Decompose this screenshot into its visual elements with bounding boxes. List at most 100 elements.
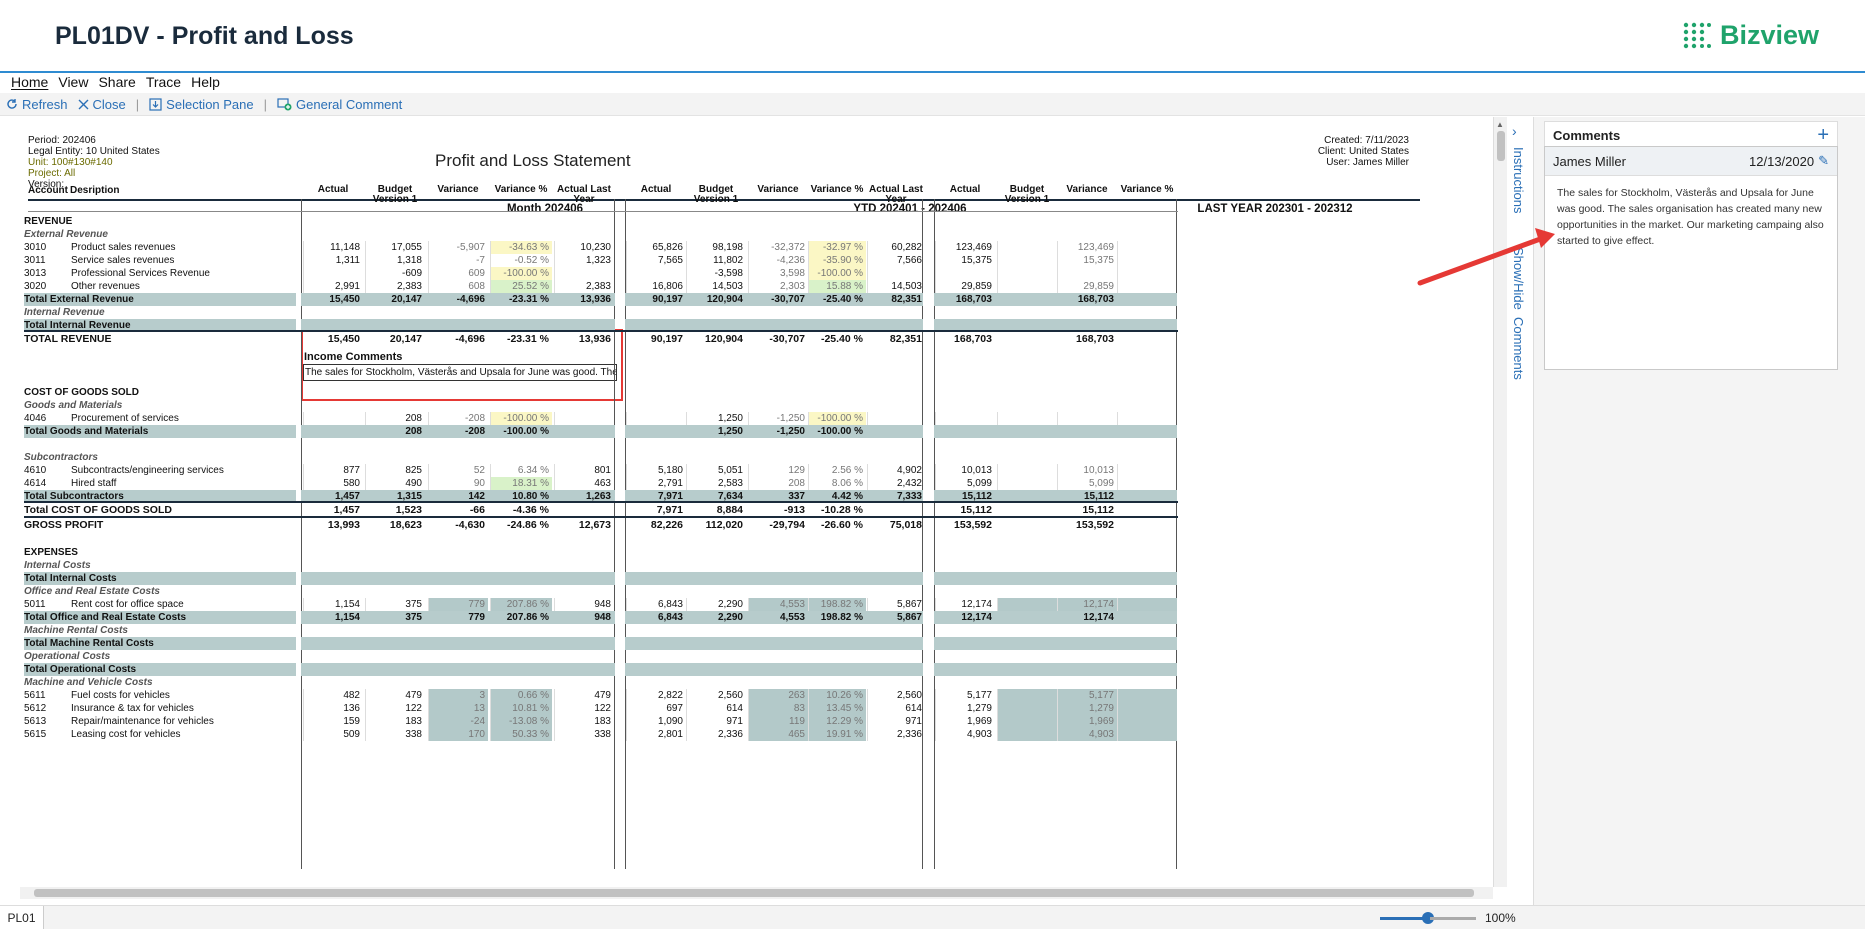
value-cell[interactable]: 12,673 bbox=[578, 519, 611, 531]
value-cell[interactable]: 14,503 bbox=[867, 280, 925, 293]
value-cell[interactable]: 580 bbox=[303, 477, 363, 490]
value-cell[interactable] bbox=[490, 637, 552, 650]
value-cell[interactable]: 12,174 bbox=[1057, 598, 1117, 611]
value-cell[interactable]: 12,174 bbox=[1083, 612, 1114, 623]
value-cell[interactable]: 198.82 % bbox=[820, 612, 863, 623]
value-cell[interactable]: 1,318 bbox=[365, 254, 425, 267]
value-cell[interactable]: 10,013 bbox=[1057, 464, 1117, 477]
value-cell[interactable] bbox=[428, 637, 488, 650]
value-cell[interactable] bbox=[748, 663, 808, 676]
value-cell[interactable]: -29,794 bbox=[769, 519, 805, 531]
value-cell[interactable] bbox=[428, 572, 488, 585]
value-cell[interactable] bbox=[554, 412, 614, 425]
horizontal-scroll-thumb[interactable] bbox=[34, 889, 1474, 897]
value-cell[interactable] bbox=[997, 241, 1057, 254]
value-cell[interactable]: 6.34 % bbox=[490, 464, 552, 477]
value-cell[interactable]: 338 bbox=[365, 728, 425, 741]
value-cell[interactable]: -4,696 bbox=[455, 333, 485, 345]
value-cell[interactable] bbox=[1117, 241, 1177, 254]
value-cell[interactable]: 2.56 % bbox=[808, 464, 866, 477]
value-cell[interactable]: 2,791 bbox=[626, 477, 686, 490]
value-cell[interactable]: -609 bbox=[365, 267, 425, 280]
value-cell[interactable]: -23.31 % bbox=[506, 333, 549, 345]
value-cell[interactable]: 1,250 bbox=[717, 426, 743, 437]
value-cell[interactable]: 120,904 bbox=[706, 294, 743, 305]
value-cell[interactable]: 15,112 bbox=[961, 491, 992, 502]
value-cell[interactable] bbox=[997, 267, 1057, 280]
value-cell[interactable] bbox=[997, 598, 1057, 611]
value-cell[interactable]: 1,969 bbox=[935, 715, 995, 728]
value-cell[interactable]: 52 bbox=[428, 464, 488, 477]
value-cell[interactable] bbox=[303, 425, 363, 438]
value-cell[interactable]: 25.52 % bbox=[490, 280, 552, 293]
value-cell[interactable]: 2,801 bbox=[626, 728, 686, 741]
value-cell[interactable]: 65,826 bbox=[626, 241, 686, 254]
value-cell[interactable] bbox=[935, 425, 995, 438]
value-cell[interactable] bbox=[1117, 293, 1177, 306]
value-cell[interactable]: 1,154 bbox=[334, 612, 360, 623]
value-cell[interactable]: 153,592 bbox=[1076, 519, 1114, 531]
value-cell[interactable]: 3 bbox=[428, 689, 488, 702]
value-cell[interactable]: 15,112 bbox=[960, 504, 992, 516]
zoom-slider[interactable] bbox=[1380, 917, 1430, 920]
value-cell[interactable]: 11,148 bbox=[303, 241, 363, 254]
value-cell[interactable] bbox=[935, 572, 995, 585]
value-cell[interactable]: 83 bbox=[748, 702, 808, 715]
value-cell[interactable]: 122 bbox=[554, 702, 614, 715]
menu-home[interactable]: Home bbox=[11, 74, 49, 90]
value-cell[interactable]: 2,336 bbox=[686, 728, 746, 741]
value-cell[interactable] bbox=[686, 572, 746, 585]
value-cell[interactable] bbox=[686, 663, 746, 676]
value-cell[interactable] bbox=[997, 572, 1057, 585]
value-cell[interactable]: 1,263 bbox=[585, 491, 611, 502]
value-cell[interactable]: 1,457 bbox=[333, 504, 360, 516]
value-cell[interactable]: 7,565 bbox=[626, 254, 686, 267]
value-cell[interactable] bbox=[997, 412, 1057, 425]
value-cell[interactable] bbox=[686, 637, 746, 650]
value-cell[interactable]: -100.00 % bbox=[490, 412, 552, 425]
value-cell[interactable]: 15,375 bbox=[1057, 254, 1117, 267]
value-cell[interactable]: 1,315 bbox=[396, 491, 422, 502]
value-cell[interactable]: 142 bbox=[468, 491, 485, 502]
value-cell[interactable] bbox=[997, 715, 1057, 728]
value-cell[interactable]: 17,055 bbox=[365, 241, 425, 254]
value-cell[interactable] bbox=[997, 464, 1057, 477]
value-cell[interactable]: 29,859 bbox=[1057, 280, 1117, 293]
value-cell[interactable]: 5,177 bbox=[1057, 689, 1117, 702]
value-cell[interactable]: 2,290 bbox=[717, 612, 743, 623]
value-cell[interactable] bbox=[1117, 637, 1177, 650]
value-cell[interactable]: -25.40 % bbox=[822, 294, 863, 305]
value-cell[interactable]: -4.36 % bbox=[512, 504, 549, 516]
value-cell[interactable]: -208 bbox=[464, 426, 485, 437]
value-cell[interactable]: 168,703 bbox=[1077, 294, 1114, 305]
value-cell[interactable]: 779 bbox=[468, 612, 485, 623]
value-cell[interactable]: 10.81 % bbox=[490, 702, 552, 715]
value-cell[interactable]: 12,174 bbox=[961, 612, 992, 623]
value-cell[interactable]: 1,523 bbox=[395, 504, 422, 516]
value-cell[interactable]: 90 bbox=[428, 477, 488, 490]
value-cell[interactable]: -34.63 % bbox=[490, 241, 552, 254]
value-cell[interactable]: -32.97 % bbox=[808, 241, 866, 254]
value-cell[interactable]: -30,707 bbox=[771, 294, 805, 305]
value-cell[interactable]: -7 bbox=[428, 254, 488, 267]
value-cell[interactable]: 463 bbox=[554, 477, 614, 490]
tab-instructions[interactable]: Instructions bbox=[1511, 147, 1526, 214]
value-cell[interactable] bbox=[1057, 637, 1117, 650]
value-cell[interactable]: 20,147 bbox=[391, 294, 422, 305]
value-cell[interactable]: 1,311 bbox=[303, 254, 363, 267]
value-cell[interactable]: 7,566 bbox=[867, 254, 925, 267]
value-cell[interactable]: 2,583 bbox=[686, 477, 746, 490]
selection-pane-button[interactable]: Selection Pane bbox=[149, 97, 254, 112]
value-cell[interactable]: -913 bbox=[783, 504, 805, 516]
value-cell[interactable]: -100.00 % bbox=[808, 267, 866, 280]
value-cell[interactable]: 183 bbox=[554, 715, 614, 728]
value-cell[interactable]: 82,226 bbox=[650, 519, 683, 531]
value-cell[interactable] bbox=[808, 572, 866, 585]
value-cell[interactable] bbox=[1117, 464, 1177, 477]
horizontal-scrollbar[interactable] bbox=[20, 887, 1493, 899]
value-cell[interactable] bbox=[428, 663, 488, 676]
value-cell[interactable]: 1,279 bbox=[1057, 702, 1117, 715]
value-cell[interactable] bbox=[935, 637, 995, 650]
value-cell[interactable]: 129 bbox=[748, 464, 808, 477]
value-cell[interactable] bbox=[626, 267, 686, 280]
